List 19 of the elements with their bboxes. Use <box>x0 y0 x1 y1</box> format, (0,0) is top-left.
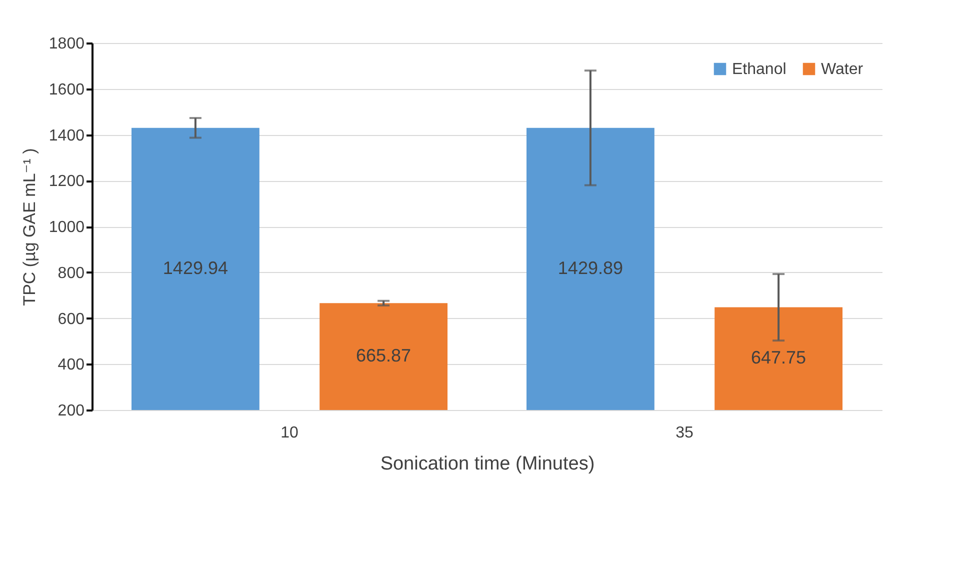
y-tick-label: 800 <box>58 264 85 282</box>
legend-label: Ethanol <box>732 61 786 78</box>
data-label: 647.75 <box>751 348 806 368</box>
y-tick-label: 1200 <box>48 173 85 190</box>
data-label: 665.87 <box>356 346 412 366</box>
y-tick-label: 1800 <box>48 36 85 52</box>
y-tick-label: 600 <box>58 310 85 328</box>
y-tick-label: 400 <box>58 356 85 374</box>
data-label: 1429.89 <box>558 258 623 278</box>
y-tick-label: 1600 <box>48 81 85 98</box>
x-tick-label: 10 <box>280 424 298 442</box>
x-tick-label: 35 <box>676 424 694 442</box>
y-tick-label: 200 <box>58 402 85 420</box>
data-label: 1429.94 <box>162 258 228 278</box>
y-axis-title: TPC (µg GAE mL⁻¹ ) <box>20 148 39 306</box>
legend-label: Water <box>821 61 864 78</box>
x-axis-title: Sonication time (Minutes) <box>380 454 595 474</box>
y-tick-label: 1400 <box>48 127 85 144</box>
y-tick-label: 1000 <box>48 219 85 236</box>
